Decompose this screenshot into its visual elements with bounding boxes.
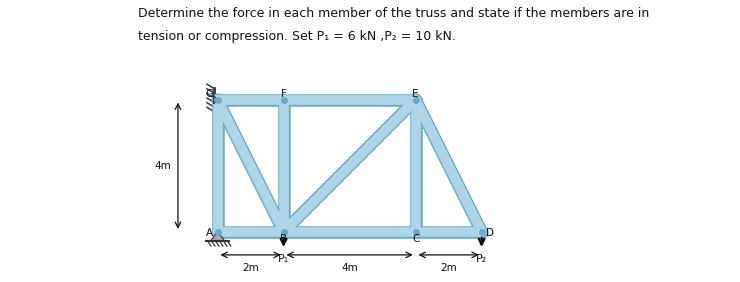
- Text: tension or compression. Set P₁ = 6 kN ,P₂ = 10 kN.: tension or compression. Set P₁ = 6 kN ,P…: [138, 30, 456, 43]
- Text: D: D: [486, 228, 494, 239]
- Text: 2m: 2m: [242, 263, 259, 273]
- Text: B: B: [280, 234, 287, 244]
- Text: A: A: [206, 228, 213, 239]
- Polygon shape: [214, 96, 218, 104]
- Text: P₁: P₁: [278, 254, 289, 264]
- Text: F: F: [280, 89, 286, 99]
- Text: 4m: 4m: [341, 263, 358, 273]
- Text: Determine the force in each member of the truss and state if the members are in: Determine the force in each member of th…: [138, 7, 650, 20]
- Text: 4m: 4m: [155, 161, 172, 171]
- Text: P₂: P₂: [476, 254, 488, 264]
- Text: C: C: [412, 234, 420, 244]
- Polygon shape: [210, 232, 225, 241]
- Text: 2m: 2m: [440, 263, 457, 273]
- Text: G: G: [205, 89, 213, 99]
- Text: E: E: [412, 89, 419, 99]
